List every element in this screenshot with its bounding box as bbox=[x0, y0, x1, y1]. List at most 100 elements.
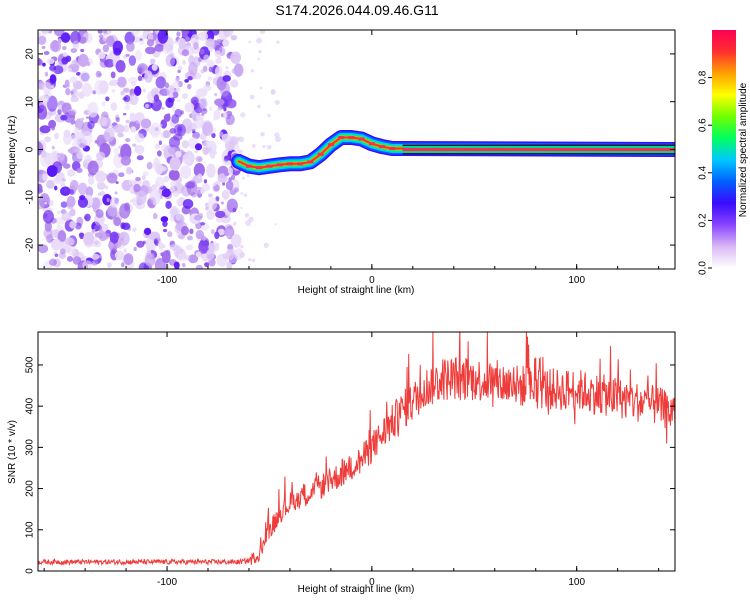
spectrogram-cell bbox=[223, 228, 233, 237]
spectrogram-cell bbox=[156, 188, 163, 197]
spectrogram-cell bbox=[259, 30, 266, 35]
spectrogram-cell bbox=[129, 113, 138, 122]
spectrogram-cell bbox=[125, 53, 130, 57]
spectrogram-cell bbox=[189, 228, 194, 235]
spectrogram-cell bbox=[175, 213, 182, 221]
spectrogram-cell bbox=[208, 106, 213, 111]
spectrogram-cell bbox=[142, 240, 146, 245]
spectrogram-cell bbox=[105, 35, 115, 47]
spectrogram-cell bbox=[164, 82, 170, 89]
spectrogram-cell bbox=[217, 105, 223, 111]
spectrogram-cell bbox=[48, 119, 57, 129]
spectrogram-cell bbox=[188, 254, 199, 264]
spectrogram-cell bbox=[51, 145, 55, 150]
spectrogram-cell bbox=[139, 39, 145, 46]
spectrogram-cell bbox=[251, 258, 256, 263]
spectrogram-cell bbox=[146, 248, 152, 254]
spectrogram-cell bbox=[187, 83, 192, 90]
spectrogram-ylabel: Frequency (Hz) bbox=[7, 116, 18, 185]
spectrogram-cell bbox=[113, 47, 122, 56]
spectrogram-cell bbox=[274, 132, 280, 138]
spectrogram-cell bbox=[117, 81, 121, 85]
spectrogram-cell bbox=[120, 90, 125, 96]
spectrogram-cell bbox=[181, 140, 190, 149]
spectrogram-cell bbox=[40, 150, 47, 159]
spectrogram-cell bbox=[165, 200, 172, 209]
spectrogram-cell bbox=[222, 182, 226, 186]
spectrogram-cell bbox=[61, 212, 72, 222]
spectrogram-cell bbox=[154, 43, 164, 52]
colorbar-tick-label: 0.8 bbox=[698, 70, 709, 84]
spectrogram-cell bbox=[69, 30, 81, 45]
spectrogram-cell bbox=[51, 238, 62, 251]
spectrogram-cell bbox=[97, 192, 102, 197]
spectrogram-cell bbox=[161, 250, 171, 264]
spectrogram-cell bbox=[214, 231, 220, 240]
spectrogram-cell bbox=[169, 186, 175, 193]
spectrogram-cell bbox=[108, 241, 114, 250]
spectrogram-cell bbox=[94, 240, 99, 245]
spectrogram-cell bbox=[105, 96, 110, 102]
spectrogram-cell bbox=[200, 188, 205, 195]
spectrogram-cell bbox=[115, 117, 120, 123]
spectrogram-cell bbox=[66, 110, 76, 119]
spectrogram-cell bbox=[78, 182, 88, 196]
spectrogram-cell bbox=[42, 210, 54, 224]
spectrogram-cell bbox=[135, 176, 141, 182]
spectrogram-cell bbox=[59, 248, 66, 255]
spectrogram-cell bbox=[212, 183, 216, 187]
spectrogram-hotspot bbox=[379, 145, 386, 149]
spectrogram-cell bbox=[67, 169, 76, 177]
spectrogram-cell bbox=[46, 58, 55, 65]
spectrogram-cell bbox=[62, 45, 67, 51]
spectrogram-cell bbox=[197, 173, 203, 180]
spectrogram-cell bbox=[104, 58, 115, 68]
spectrogram-cell bbox=[211, 132, 216, 139]
spectrogram-cell bbox=[97, 51, 106, 60]
spectrogram-cell bbox=[214, 50, 221, 58]
spectrogram-cell bbox=[106, 197, 110, 203]
spectrogram-cell bbox=[126, 41, 135, 52]
spectrogram-cell bbox=[168, 169, 180, 181]
spectrogram-xtick-label: -100 bbox=[157, 275, 177, 286]
spectrogram-cell bbox=[202, 146, 209, 156]
spectrogram-cell bbox=[227, 243, 234, 251]
spectrogram-cell bbox=[193, 41, 199, 50]
spectrogram-hotspot bbox=[338, 136, 345, 140]
spectrogram-cell bbox=[231, 68, 238, 75]
spectrogram-cell bbox=[121, 222, 131, 230]
spectrogram-cell bbox=[244, 212, 250, 218]
spectrogram-cell bbox=[187, 75, 193, 81]
spectrogram-cell bbox=[114, 191, 118, 195]
spectrogram-cell bbox=[99, 232, 110, 240]
spectrogram-cell bbox=[85, 186, 94, 198]
spectrogram-cell bbox=[274, 99, 280, 105]
snr-xtick-label: 100 bbox=[568, 577, 585, 588]
spectrogram-cell bbox=[46, 165, 58, 177]
spectrogram-cell bbox=[38, 105, 48, 120]
spectrogram-cell bbox=[165, 53, 176, 67]
spectrogram-cell bbox=[58, 104, 62, 110]
spectrogram-cell bbox=[95, 70, 102, 78]
spectrogram-cell bbox=[206, 163, 216, 178]
spectrogram-cell bbox=[147, 32, 154, 42]
colorbar-tick-label: 0.6 bbox=[698, 118, 709, 132]
spectrogram-cell bbox=[133, 246, 137, 252]
spectrogram-cell bbox=[260, 131, 265, 137]
spectrogram-cell bbox=[106, 172, 118, 184]
spectrogram-cell bbox=[224, 155, 231, 160]
spectrogram-cell bbox=[119, 203, 131, 219]
spectrogram-cell bbox=[230, 174, 236, 181]
spectrogram-hotspot bbox=[286, 162, 293, 166]
spectrogram-hotspot bbox=[256, 166, 263, 170]
spectrogram-cell bbox=[155, 76, 167, 89]
spectrogram-cell bbox=[205, 206, 209, 211]
spectrogram-hotspot bbox=[297, 162, 304, 166]
spectrogram-cell bbox=[154, 258, 166, 269]
spectrogram-cell bbox=[217, 228, 225, 236]
spectrogram-cell bbox=[145, 46, 156, 55]
spectrogram-cell bbox=[223, 30, 234, 37]
spectrogram-cell bbox=[206, 59, 215, 69]
spectrogram-cell bbox=[197, 157, 202, 162]
